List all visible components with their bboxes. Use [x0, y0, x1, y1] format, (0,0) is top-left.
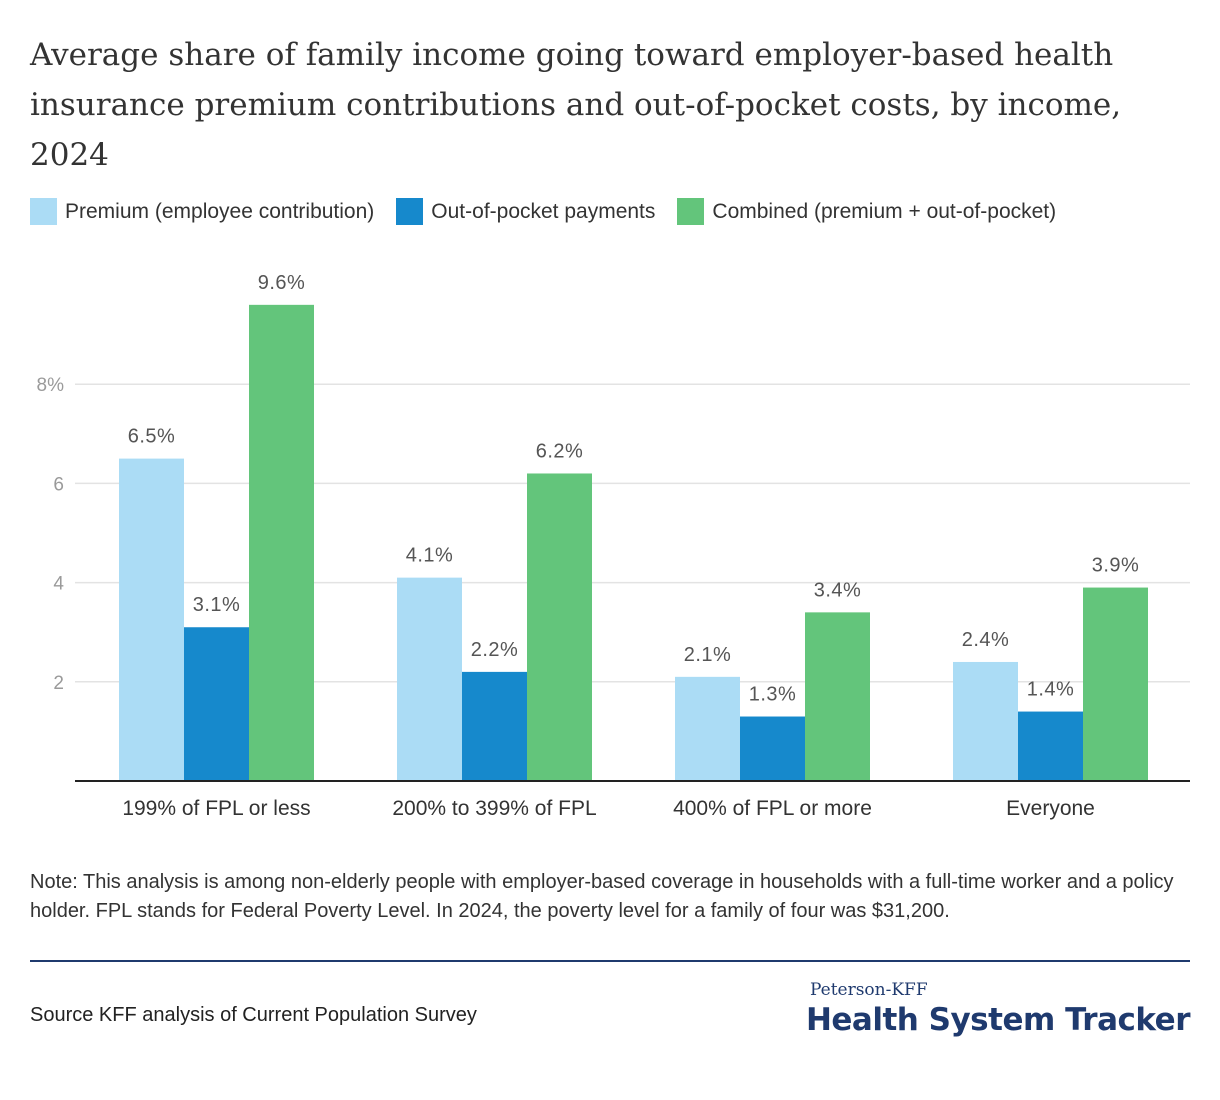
chart-note: Note: This analysis is among non-elderly… — [30, 868, 1190, 925]
legend-label-premium: Premium (employee contribution) — [65, 200, 374, 224]
bar-chart: 2 4 6 8% 6.5% 3.1% 9.6% 199% of FPL or less 4.1%… — [0, 260, 1220, 830]
x-tick-label-400-of-fpl-or-more: 400% of FPL or more — [673, 797, 872, 820]
bar-premium-400-of-fpl-or-more — [675, 677, 740, 781]
bar-premium-everyone — [953, 662, 1018, 781]
data-label-combined-400-of-fpl-or-more: 3.4% — [814, 579, 862, 601]
data-label-combined-everyone: 3.9% — [1092, 555, 1140, 577]
bar-premium-200-to-399-of-fpl — [397, 578, 462, 781]
data-label-out-of-pocket-400-of-fpl-or-more: 1.3% — [749, 684, 797, 706]
bar-combined-400-of-fpl-or-more — [805, 612, 870, 781]
bar-combined-199-of-fpl-or-less — [249, 305, 314, 781]
legend-label-combined: Combined (premium + out-of-pocket) — [712, 200, 1056, 224]
legend-item-out-of-pocket: Out-of-pocket payments — [396, 198, 655, 225]
legend-swatch-combined — [677, 198, 704, 225]
x-tick-label-everyone: Everyone — [1006, 797, 1095, 820]
legend-swatch-out-of-pocket — [396, 198, 423, 225]
data-label-out-of-pocket-199-of-fpl-or-less: 3.1% — [193, 594, 241, 616]
data-label-combined-200-to-399-of-fpl: 6.2% — [536, 440, 584, 462]
bar-premium-199-of-fpl-or-less — [119, 459, 184, 781]
bar-out-of-pocket-everyone — [1018, 712, 1083, 781]
legend-item-combined: Combined (premium + out-of-pocket) — [677, 198, 1056, 225]
chart-title: Average share of family income going tow… — [30, 30, 1190, 180]
x-tick-label-200-to-399-of-fpl: 200% to 399% of FPL — [392, 797, 596, 820]
y-tick-label-4: 4 — [53, 574, 64, 595]
source-text: Source KFF analysis of Current Populatio… — [30, 1004, 477, 1027]
data-label-combined-199-of-fpl-or-less: 9.6% — [258, 272, 306, 294]
divider — [30, 960, 1190, 962]
bar-combined-everyone — [1083, 588, 1148, 781]
bar-combined-200-to-399-of-fpl — [527, 473, 592, 781]
y-tick-label-6: 6 — [53, 474, 64, 495]
brand-main-text: Health System Tracker — [806, 1002, 1190, 1038]
y-tick-label-8: 8% — [37, 375, 65, 396]
data-label-out-of-pocket-everyone: 1.4% — [1027, 679, 1075, 701]
legend-swatch-premium — [30, 198, 57, 225]
brand-logo: Peterson-KFF Health System Tracker — [806, 980, 1190, 1038]
data-label-premium-400-of-fpl-or-more: 2.1% — [684, 644, 732, 666]
bar-out-of-pocket-200-to-399-of-fpl — [462, 672, 527, 781]
data-label-out-of-pocket-200-to-399-of-fpl: 2.2% — [471, 639, 519, 661]
bar-out-of-pocket-199-of-fpl-or-less — [184, 627, 249, 781]
bar-out-of-pocket-400-of-fpl-or-more — [740, 717, 805, 781]
data-label-premium-200-to-399-of-fpl: 4.1% — [406, 545, 454, 567]
data-label-premium-everyone: 2.4% — [962, 629, 1010, 651]
legend-label-out-of-pocket: Out-of-pocket payments — [431, 200, 655, 224]
data-label-premium-199-of-fpl-or-less: 6.5% — [128, 426, 176, 448]
brand-top-text: Peterson-KFF — [810, 980, 1190, 1000]
x-tick-label-199-of-fpl-or-less: 199% of FPL or less — [122, 797, 310, 820]
legend: Premium (employee contribution) Out-of-p… — [30, 198, 1078, 225]
legend-item-premium: Premium (employee contribution) — [30, 198, 374, 225]
y-tick-label-2: 2 — [53, 673, 64, 694]
